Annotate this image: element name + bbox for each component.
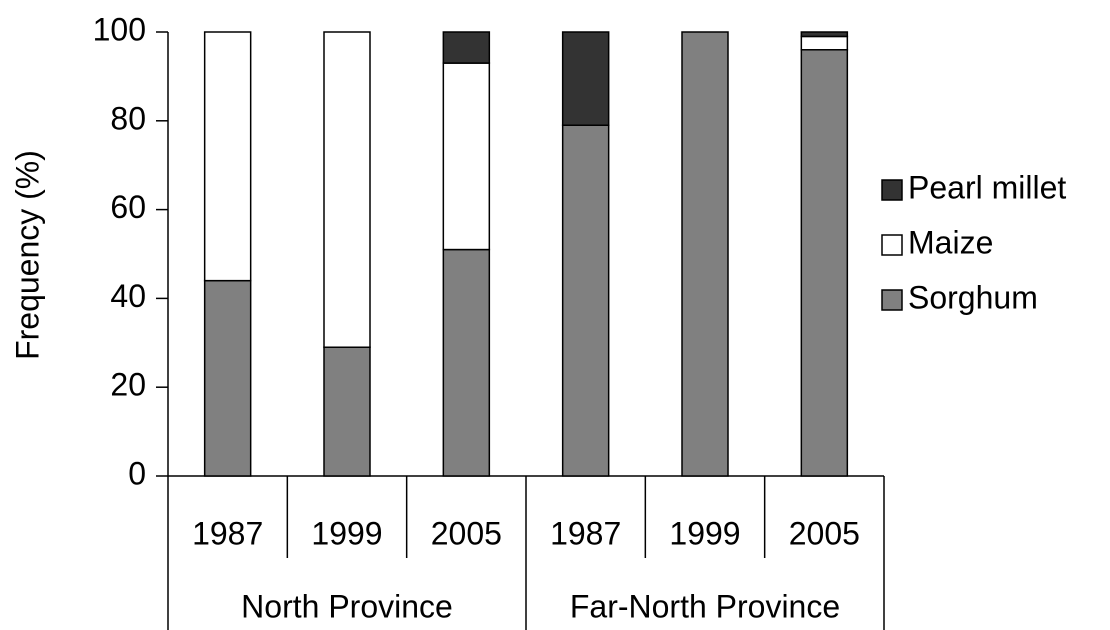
legend-label: Pearl millet [908, 169, 1066, 205]
bar-segment [323, 31, 371, 348]
bar-segment [442, 248, 491, 477]
legend-swatch [881, 234, 903, 256]
bar-segment [442, 31, 491, 64]
y-tick-label: 40 [110, 278, 146, 314]
x-tick-label: 2005 [789, 515, 860, 551]
bar-segment [561, 124, 610, 477]
bar-segment [800, 35, 849, 51]
x-tick-label: 1987 [192, 515, 263, 551]
bar-segment [800, 31, 849, 38]
y-axis-title: Frequency (%) [9, 150, 45, 360]
y-tick-label: 100 [93, 11, 146, 47]
y-tick-label: 60 [110, 189, 146, 225]
legend-swatch [881, 289, 903, 311]
x-tick-label: 1999 [669, 515, 740, 551]
bar-segment [203, 31, 252, 282]
bar-segment [442, 62, 491, 251]
bar-segment [561, 31, 610, 126]
bar-segment [800, 49, 849, 477]
y-tick-label: 20 [110, 367, 146, 403]
x-tick-label: 1999 [311, 515, 382, 551]
x-tick-label: 2005 [431, 515, 502, 551]
group-label: North Province [241, 588, 453, 624]
x-tick-label: 1987 [550, 515, 621, 551]
y-tick-label: 80 [110, 100, 146, 136]
y-tick-label: 0 [128, 455, 146, 491]
legend-swatch [881, 179, 903, 201]
bar-segment [203, 279, 252, 477]
legend-label: Sorghum [908, 279, 1038, 315]
legend-label: Maize [908, 224, 993, 260]
bar-segment [681, 31, 729, 477]
group-label: Far-North Province [570, 588, 840, 624]
bar-segment [323, 346, 371, 477]
